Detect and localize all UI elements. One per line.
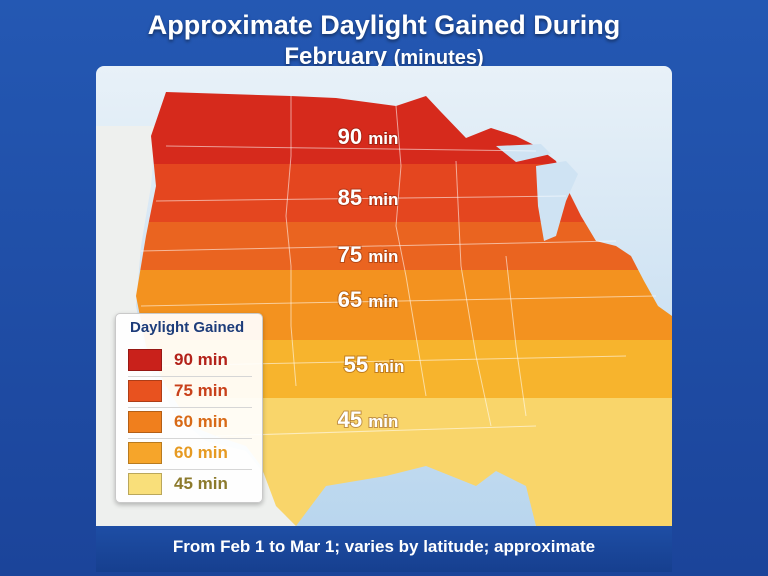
legend-item: 60 min: [128, 442, 252, 464]
daylight-zones: [136, 92, 672, 526]
legend-swatch: [128, 473, 162, 495]
legend-swatch: [128, 411, 162, 433]
zone-value: 85: [338, 185, 362, 210]
lake-michigan: [536, 161, 578, 241]
legend-item: 60 min: [128, 411, 252, 433]
zone-value: 65: [338, 287, 362, 312]
zone-band: [136, 222, 672, 270]
legend-divider: [128, 438, 252, 439]
zone-unit: min: [374, 357, 404, 376]
legend-title: Daylight Gained: [130, 319, 245, 336]
footer-bar: From Feb 1 to Mar 1; varies by latitude;…: [96, 526, 672, 572]
title-month: February: [284, 43, 388, 70]
map-panel: 90 min 85 min 75 min 65 min 55 min 45 mi…: [96, 66, 672, 526]
zone-value: 75: [338, 242, 362, 267]
legend-label: 90 min: [174, 350, 228, 369]
title-unit: (minutes): [393, 47, 484, 69]
legend-divider: [128, 469, 252, 470]
legend-label: 45 min: [174, 474, 228, 493]
legend-swatch: [128, 442, 162, 464]
zone-unit: min: [368, 412, 398, 431]
zone-value: 45: [338, 407, 362, 432]
map-svg: 90 min 85 min 75 min 65 min 55 min 45 mi…: [96, 66, 672, 526]
zone-label: 85 min: [338, 185, 399, 210]
zone-label: 90 min: [338, 124, 399, 149]
map-legend: Daylight Gained 90 min 75 min 60 min 60 …: [115, 313, 263, 503]
legend-item: 45 min: [128, 473, 252, 495]
zone-unit: min: [368, 190, 398, 209]
title-line-2: February (minutes): [96, 42, 672, 73]
zone-label: 55 min: [344, 352, 405, 377]
footer-note: From Feb 1 to Mar 1; varies by latitude;…: [172, 537, 596, 556]
legend-item: 75 min: [128, 380, 252, 402]
legend-item: 90 min: [128, 349, 252, 371]
legend-label: 60 min: [174, 412, 228, 431]
legend-divider: [128, 376, 252, 377]
legend-divider: [128, 407, 252, 408]
zone-value: 90: [338, 124, 362, 149]
legend-label: 75 min: [174, 381, 228, 400]
zone-unit: min: [368, 247, 398, 266]
zone-label: 45 min: [338, 407, 399, 432]
zone-label: 75 min: [338, 242, 399, 267]
map-title: Approximate Daylight Gained During Febru…: [96, 8, 672, 73]
zone-value: 55: [344, 352, 368, 377]
zone-label: 65 min: [338, 287, 399, 312]
title-line-1: Approximate Daylight Gained During: [147, 10, 621, 40]
legend-swatch: [128, 349, 162, 371]
lake-superior: [496, 144, 551, 162]
legend-swatch: [128, 380, 162, 402]
zone-unit: min: [368, 292, 398, 311]
legend-label: 60 min: [174, 443, 228, 462]
zone-unit: min: [368, 129, 398, 148]
